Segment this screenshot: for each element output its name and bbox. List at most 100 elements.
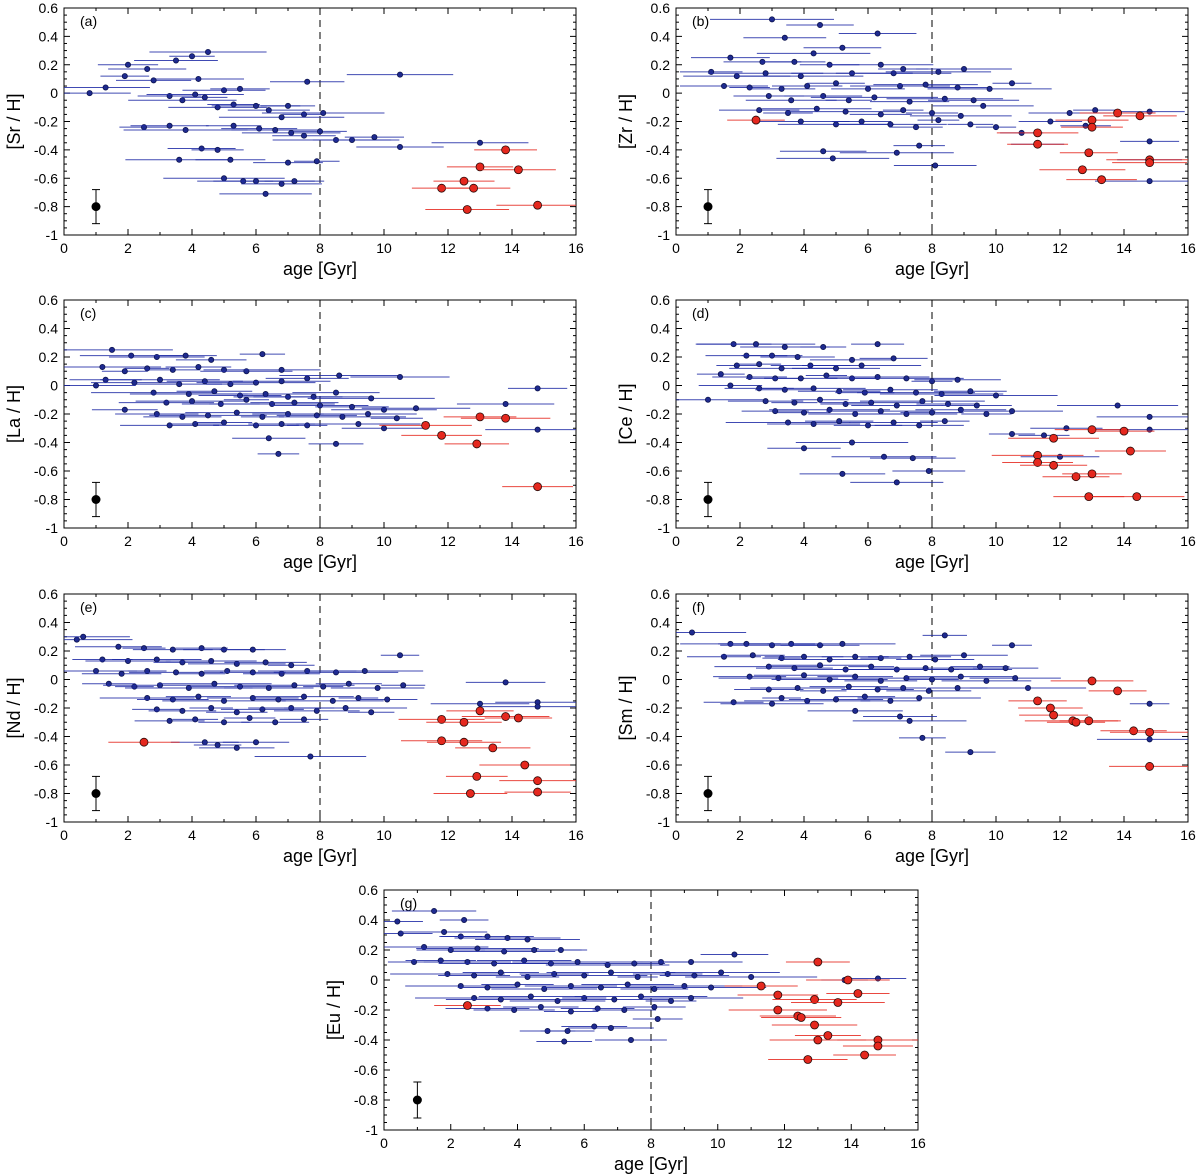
data-point-blue xyxy=(957,112,964,119)
data-point-blue xyxy=(156,376,163,383)
data-point-blue xyxy=(527,993,534,1000)
data-point-blue xyxy=(813,105,820,112)
data-point-blue xyxy=(265,685,272,692)
data-point-blue xyxy=(288,129,295,136)
data-point-blue xyxy=(211,388,218,395)
data-point-blue xyxy=(845,97,852,104)
data-point-blue xyxy=(1009,80,1016,87)
y-tick-label: 0.2 xyxy=(651,349,671,365)
data-point-blue xyxy=(794,685,801,692)
x-tick-label: 16 xyxy=(910,1135,926,1151)
x-tick-label: 2 xyxy=(124,240,132,256)
data-point-blue xyxy=(906,98,913,105)
data-point-blue xyxy=(188,53,195,60)
data-point-blue xyxy=(781,344,788,351)
data-point-blue xyxy=(611,996,618,1003)
y-tick-label: -1 xyxy=(46,227,59,243)
data-point-blue xyxy=(1146,413,1153,420)
data-point-blue xyxy=(797,375,804,382)
data-point-blue xyxy=(278,366,285,373)
data-point-blue xyxy=(957,673,964,680)
data-point-blue xyxy=(567,1008,574,1015)
data-point-red xyxy=(1145,762,1154,771)
y-tick-label: 0.4 xyxy=(39,321,59,337)
y-tick-label: 0.4 xyxy=(651,615,671,631)
y-tick-label: -0.6 xyxy=(34,170,58,186)
data-point-blue xyxy=(214,742,221,749)
data-point-blue xyxy=(93,667,100,674)
y-tick-label: -1 xyxy=(658,520,671,536)
y-axis-label: [Nd / H] xyxy=(4,677,24,738)
x-tick-label: 14 xyxy=(1116,533,1132,549)
x-tick-label: 2 xyxy=(736,533,744,549)
data-point-red xyxy=(501,413,511,423)
data-point-blue xyxy=(865,422,872,429)
data-point-blue xyxy=(852,707,859,714)
data-point-blue xyxy=(826,676,833,683)
data-point-blue xyxy=(849,439,856,446)
data-point-blue xyxy=(810,385,817,392)
x-tick-label: 12 xyxy=(1052,240,1068,256)
data-point-blue xyxy=(320,683,327,690)
typical-error-point xyxy=(91,789,101,798)
data-point-blue xyxy=(150,77,157,84)
x-tick-label: 6 xyxy=(864,240,872,256)
data-point-red xyxy=(1135,111,1145,121)
data-point-red xyxy=(465,789,475,798)
x-tick-label: 0 xyxy=(60,533,68,549)
x-tick-label: 10 xyxy=(376,240,392,256)
data-point-blue xyxy=(561,1038,568,1045)
data-point-blue xyxy=(313,707,320,714)
data-point-blue xyxy=(1146,700,1153,707)
y-tick-label: 0 xyxy=(50,85,58,101)
data-point-blue xyxy=(204,412,211,419)
x-tick-label: 12 xyxy=(1052,827,1068,843)
x-tick-label: 14 xyxy=(504,533,520,549)
data-point-blue xyxy=(954,685,961,692)
data-point-blue xyxy=(919,398,926,405)
data-point-blue xyxy=(355,420,362,427)
y-tick-label: 0.6 xyxy=(359,882,379,898)
x-axis-label: age [Gyr] xyxy=(283,552,357,572)
data-point-blue xyxy=(1092,107,1099,114)
data-point-red xyxy=(773,990,783,1000)
data-point-blue xyxy=(887,386,894,393)
x-tick-label: 6 xyxy=(580,1135,588,1151)
data-point-blue xyxy=(877,408,884,415)
x-tick-label: 4 xyxy=(514,1135,522,1151)
panel-e: 0 2 4 6 8 10 12 14 16 -1 -0.8 -0.6 -0.4 -0.2 0 0.2 0.4 0.… xyxy=(4,586,584,866)
data-point-blue xyxy=(99,363,106,370)
data-point-blue xyxy=(1002,665,1009,672)
y-tick-label: -0.4 xyxy=(354,1032,378,1048)
data-point-blue xyxy=(307,753,314,760)
data-point-blue xyxy=(121,368,128,375)
data-point-blue xyxy=(188,398,195,405)
data-point-blue xyxy=(195,363,202,370)
data-point-red xyxy=(796,1013,806,1022)
y-tick-label: 0.4 xyxy=(651,28,671,44)
data-point-blue xyxy=(284,102,291,109)
data-point-blue xyxy=(534,426,541,433)
x-tick-label: 6 xyxy=(252,827,260,843)
data-point-blue xyxy=(839,470,846,477)
data-point-blue xyxy=(320,109,327,116)
data-point-blue xyxy=(929,109,936,116)
x-axis-label: age [Gyr] xyxy=(895,846,969,866)
data-point-blue xyxy=(801,445,808,452)
y-tick-label: -0.6 xyxy=(34,757,58,773)
data-point-blue xyxy=(893,402,900,409)
data-point-blue xyxy=(897,713,904,720)
data-point-blue xyxy=(574,959,581,966)
y-tick-label: -0.8 xyxy=(646,199,670,215)
data-point-red xyxy=(459,737,469,747)
data-point-blue xyxy=(842,108,849,115)
data-point-blue xyxy=(890,419,897,426)
y-tick-label: -0.8 xyxy=(34,199,58,215)
x-tick-label: 6 xyxy=(864,533,872,549)
x-axis-label: age [Gyr] xyxy=(895,552,969,572)
y-tick-label: 0.6 xyxy=(39,292,59,308)
data-point-blue xyxy=(125,61,132,68)
data-point-blue xyxy=(1114,402,1121,409)
panel-tag: (a) xyxy=(80,13,97,29)
y-tick-label: -0.4 xyxy=(646,435,670,451)
